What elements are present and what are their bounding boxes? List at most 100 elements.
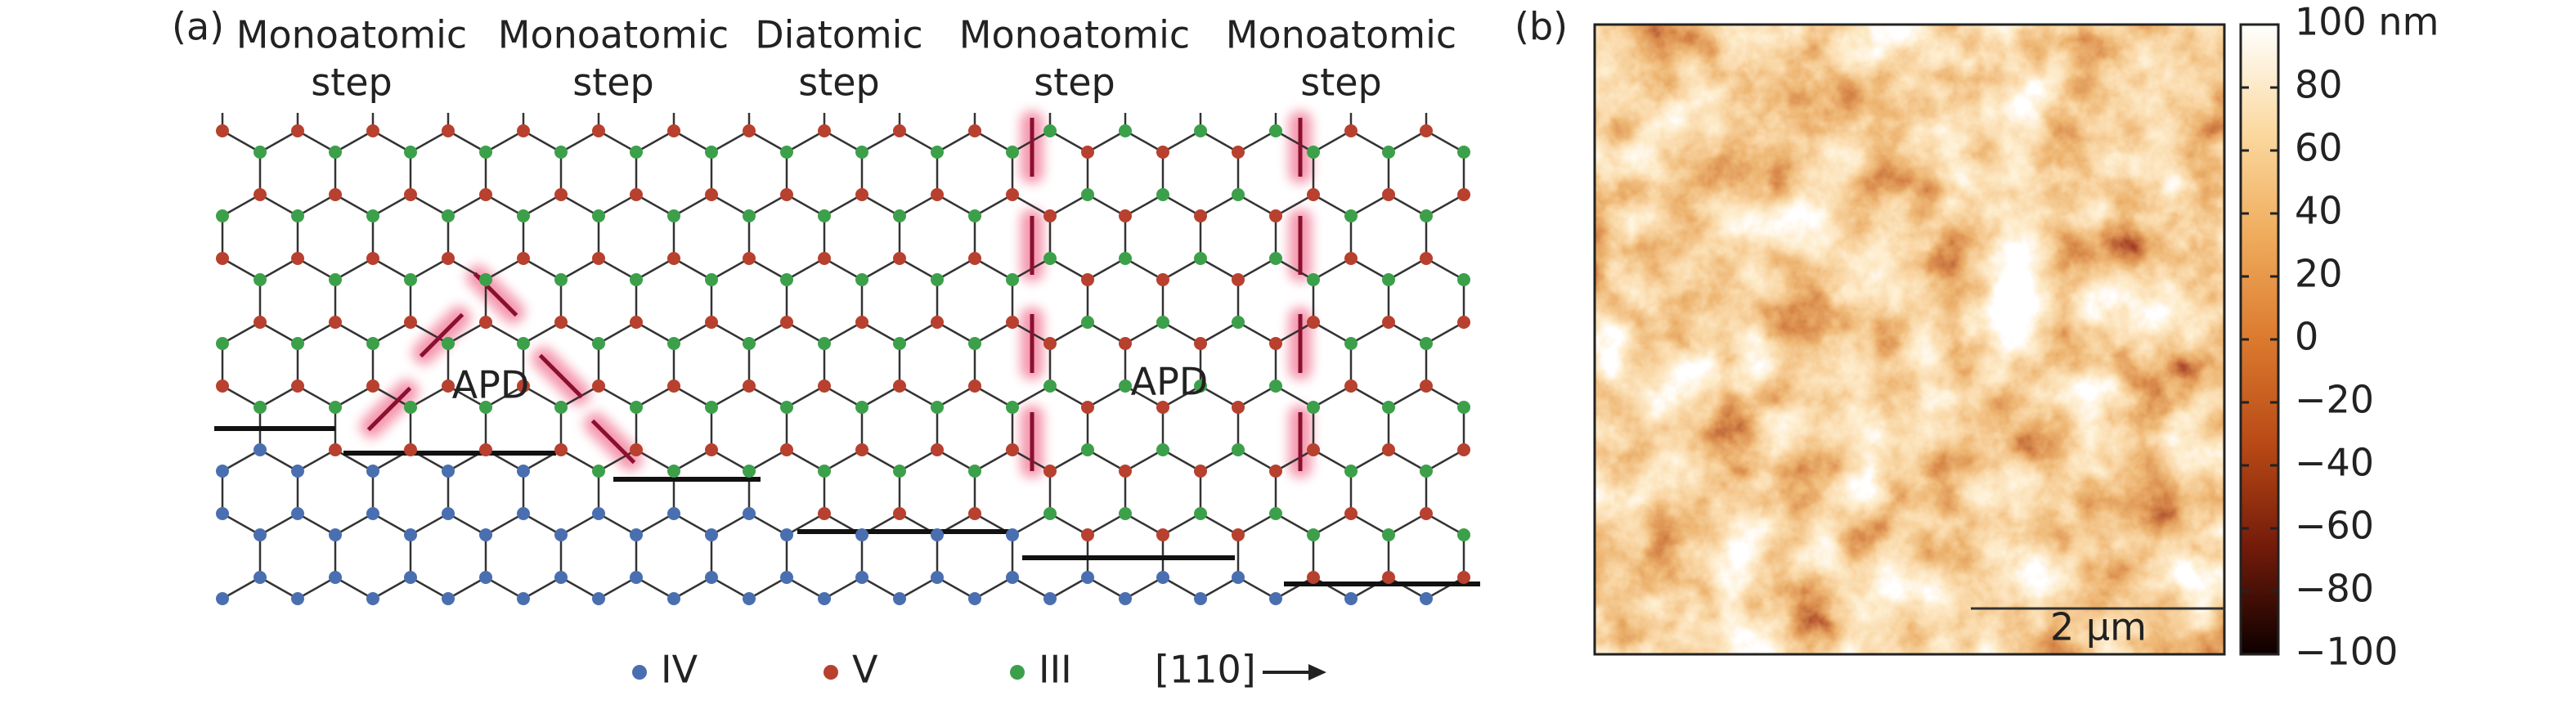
atom bbox=[216, 465, 229, 478]
bond bbox=[1124, 193, 1164, 218]
bond bbox=[899, 257, 938, 281]
atom bbox=[291, 379, 304, 393]
atom bbox=[479, 443, 492, 456]
atom bbox=[291, 252, 304, 265]
legend-dot bbox=[824, 665, 838, 680]
atom bbox=[1420, 209, 1433, 222]
bond bbox=[1388, 257, 1427, 281]
bond bbox=[1275, 129, 1314, 154]
atom bbox=[705, 146, 718, 159]
atom bbox=[1269, 252, 1282, 265]
bond bbox=[1012, 576, 1051, 600]
bond bbox=[1237, 448, 1277, 473]
atom bbox=[1307, 401, 1320, 414]
atom bbox=[630, 571, 643, 584]
bond bbox=[1350, 512, 1389, 537]
atom bbox=[893, 252, 906, 265]
bond bbox=[1388, 384, 1427, 409]
atom bbox=[1232, 146, 1245, 159]
bond bbox=[334, 321, 374, 345]
bond bbox=[899, 129, 938, 154]
bond bbox=[297, 321, 336, 345]
apd-label: APD bbox=[1131, 360, 1209, 404]
atom bbox=[743, 252, 756, 265]
atom bbox=[366, 337, 379, 350]
atom bbox=[479, 273, 492, 286]
atom bbox=[1307, 273, 1320, 286]
atom bbox=[667, 124, 680, 137]
bond bbox=[861, 193, 900, 218]
bond bbox=[1200, 321, 1239, 345]
bond bbox=[1087, 193, 1126, 218]
atom bbox=[1420, 592, 1433, 605]
bond bbox=[410, 384, 449, 409]
bond bbox=[1275, 576, 1314, 600]
bond bbox=[711, 193, 750, 218]
legend-dot bbox=[1010, 665, 1025, 680]
colorbar-tick-label: 60 bbox=[2295, 126, 2343, 170]
atom bbox=[1194, 124, 1207, 137]
atom bbox=[818, 592, 831, 605]
colorbar-tick-label: 20 bbox=[2295, 252, 2343, 296]
atom bbox=[780, 146, 793, 159]
atom bbox=[1156, 316, 1169, 329]
atom bbox=[1119, 209, 1132, 222]
bond bbox=[485, 321, 524, 345]
bond bbox=[1012, 193, 1051, 218]
atom bbox=[404, 146, 417, 159]
atom bbox=[1006, 188, 1019, 201]
bond bbox=[824, 384, 863, 409]
bond bbox=[1200, 193, 1239, 218]
atom bbox=[329, 443, 342, 456]
atom bbox=[254, 188, 267, 201]
atom bbox=[479, 188, 492, 201]
bond bbox=[410, 512, 449, 537]
atom bbox=[1081, 401, 1094, 414]
bond bbox=[936, 129, 976, 154]
bond bbox=[824, 576, 863, 600]
bond bbox=[786, 512, 825, 537]
atom bbox=[254, 273, 267, 286]
bond bbox=[673, 129, 712, 154]
atom bbox=[404, 571, 417, 584]
bond bbox=[1425, 448, 1465, 473]
atom bbox=[931, 571, 944, 584]
atom bbox=[818, 124, 831, 137]
bond bbox=[1350, 576, 1389, 600]
atom bbox=[1232, 316, 1245, 329]
bond bbox=[824, 257, 863, 281]
colorbar-tick-label: 80 bbox=[2295, 63, 2343, 107]
scale-bar-label: 2 µm bbox=[2050, 605, 2147, 649]
atom bbox=[517, 209, 530, 222]
bond bbox=[297, 512, 336, 537]
atom bbox=[1232, 443, 1245, 456]
bond bbox=[1388, 321, 1427, 345]
bond bbox=[711, 129, 750, 154]
atom bbox=[1420, 465, 1433, 478]
atom bbox=[254, 401, 267, 414]
atom bbox=[366, 252, 379, 265]
atom bbox=[1420, 507, 1433, 520]
bond bbox=[297, 129, 336, 154]
colorbar-tick-label: −60 bbox=[2295, 504, 2374, 548]
atom bbox=[818, 465, 831, 478]
bond bbox=[899, 193, 938, 218]
atom bbox=[1382, 188, 1395, 201]
direction-label: [110] bbox=[1155, 648, 1256, 692]
bond bbox=[222, 384, 261, 409]
bond bbox=[1162, 384, 1201, 409]
atom bbox=[216, 592, 229, 605]
atom bbox=[818, 379, 831, 393]
step-label: Monoatomic bbox=[959, 13, 1190, 57]
atom bbox=[1194, 209, 1207, 222]
bond bbox=[1237, 321, 1277, 345]
legend-label: V bbox=[852, 648, 878, 692]
atom bbox=[705, 273, 718, 286]
bond bbox=[447, 512, 487, 537]
bond bbox=[1350, 448, 1389, 473]
bond bbox=[1162, 193, 1201, 218]
bond bbox=[974, 576, 1013, 600]
bond bbox=[974, 129, 1013, 154]
bond bbox=[786, 257, 825, 281]
bond bbox=[635, 257, 675, 281]
